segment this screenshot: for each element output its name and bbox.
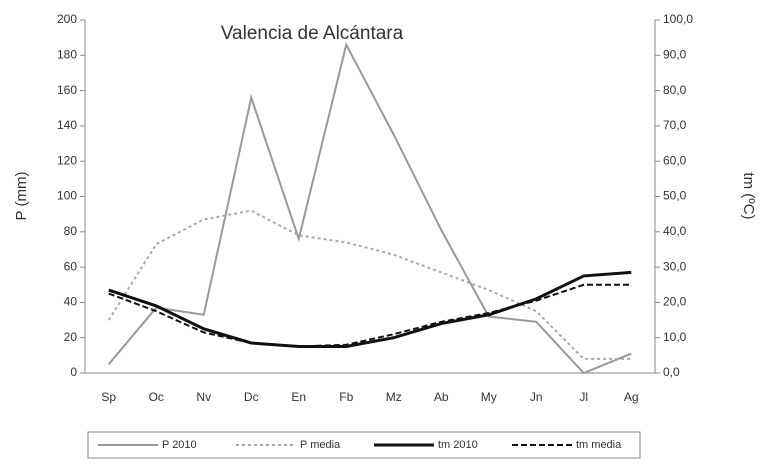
y2-axis-label: tm (ºC) — [740, 172, 757, 219]
y-tick-label: 140 — [57, 118, 77, 132]
series-line — [107, 209, 632, 360]
y-tick-label: 40 — [64, 295, 78, 309]
x-tick-label: My — [481, 390, 497, 404]
series-line — [107, 41, 632, 375]
y-tick-label: 60 — [64, 259, 78, 273]
x-tick-label: En — [291, 390, 306, 404]
y-tick-label: 120 — [57, 153, 77, 167]
y2-tick-label: 70,0 — [663, 118, 687, 132]
y2-tick-label: 40,0 — [663, 224, 687, 238]
y-tick-label: 160 — [57, 83, 77, 97]
y-tick-label: 20 — [64, 330, 78, 344]
legend-label: tm media — [576, 439, 622, 451]
x-tick-label: Jn — [530, 390, 543, 404]
series-line — [108, 283, 632, 348]
y-tick-label: 0 — [70, 365, 77, 379]
y-tick-label: 80 — [64, 224, 78, 238]
x-tick-label: Mz — [386, 390, 402, 404]
y2-tick-label: 20,0 — [663, 295, 687, 309]
x-tick-label: Ab — [434, 390, 449, 404]
x-tick-label: Oc — [149, 390, 164, 404]
x-tick-label: Jl — [579, 390, 588, 404]
y2-tick-label: 60,0 — [663, 153, 687, 167]
y2-tick-label: 100,0 — [663, 12, 693, 26]
y2-tick-label: 50,0 — [663, 189, 687, 203]
chart-title: Valencia de Alcántara — [221, 23, 404, 44]
y2-tick-label: 80,0 — [663, 83, 687, 97]
y-tick-label: 100 — [57, 189, 77, 203]
y-tick-label: 200 — [57, 12, 77, 26]
y2-tick-label: 10,0 — [663, 330, 687, 344]
series-line — [108, 270, 632, 349]
y2-tick-label: 90,0 — [663, 47, 687, 61]
x-tick-label: Fb — [339, 390, 353, 404]
y-axis-label: P (mm) — [13, 172, 30, 221]
legend-label: P 2010 — [162, 439, 197, 451]
x-tick-label: Ag — [624, 390, 639, 404]
x-tick-label: Nv — [196, 390, 211, 404]
y2-tick-label: 30,0 — [663, 259, 687, 273]
legend-box — [87, 431, 641, 459]
y-tick-label: 180 — [57, 47, 77, 61]
legend-label: tm 2010 — [438, 439, 478, 451]
y2-tick-label: 0,0 — [663, 365, 680, 379]
x-tick-label: Dc — [244, 390, 259, 404]
legend-label: P media — [300, 439, 341, 451]
x-tick-label: Sp — [101, 390, 116, 404]
